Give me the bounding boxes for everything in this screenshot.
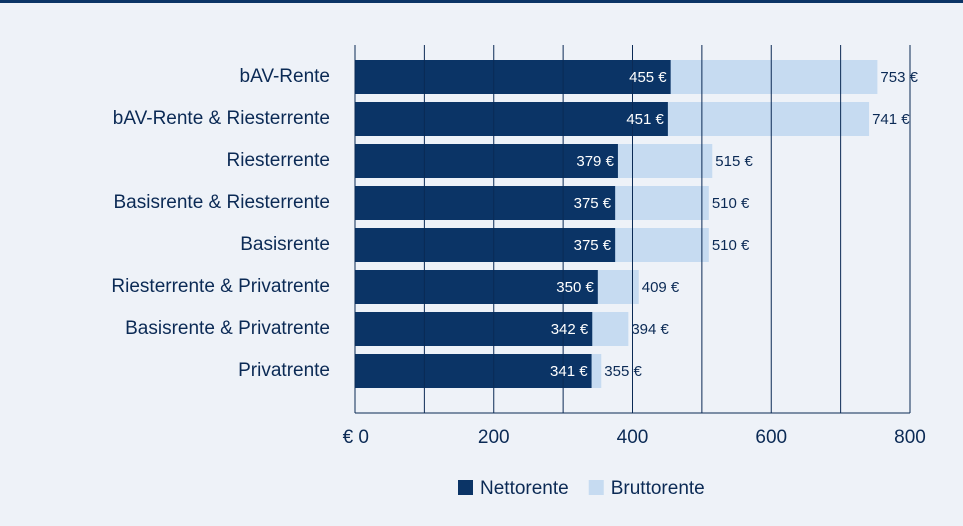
category-label: Basisrente [240, 234, 330, 255]
value-label: 455 € [629, 69, 667, 86]
value-label: 342 € [551, 321, 589, 338]
x-tick-label: 200 [478, 427, 510, 448]
category-label: Riesterrente [227, 150, 331, 171]
legend-label: Nettorente [480, 478, 569, 499]
value-label: 515 € [715, 153, 753, 170]
top-rule [0, 0, 963, 3]
legend-swatch [588, 480, 604, 495]
value-label: 753 € [880, 69, 918, 86]
value-label: 355 € [604, 363, 642, 380]
bar [355, 228, 616, 262]
x-tick-label: € 0 [343, 427, 369, 448]
bar [355, 144, 618, 178]
category-label: bAV-Rente & Riesterrente [113, 108, 330, 129]
value-label: 379 € [576, 153, 614, 170]
category-label: Basisrente & Privatrente [125, 318, 330, 339]
bar [355, 354, 592, 388]
value-label: 510 € [712, 195, 750, 212]
bar [355, 60, 671, 94]
value-label: 510 € [712, 237, 750, 254]
category-label: Basisrente & Riesterrente [114, 192, 331, 213]
value-label: 451 € [626, 111, 664, 128]
value-label: 341 € [550, 363, 588, 380]
value-label: 375 € [574, 237, 612, 254]
category-label: bAV-Rente [240, 66, 330, 87]
x-tick-label: 600 [755, 427, 787, 448]
legend-swatch [458, 480, 473, 495]
value-label: 409 € [642, 279, 680, 296]
value-label: 741 € [872, 111, 910, 128]
bar [355, 270, 598, 304]
value-label: 394 € [631, 321, 669, 338]
bar [355, 186, 616, 220]
value-label: 375 € [574, 195, 612, 212]
x-tick-label: 800 [894, 427, 926, 448]
category-label: Riesterrente & Privatrente [111, 276, 330, 297]
value-label: 350 € [556, 279, 594, 296]
legend-label: Bruttorente [611, 478, 705, 499]
bar [355, 102, 668, 136]
category-label: Privatrente [238, 360, 330, 381]
bar [355, 312, 593, 346]
x-tick-label: 400 [617, 427, 649, 448]
